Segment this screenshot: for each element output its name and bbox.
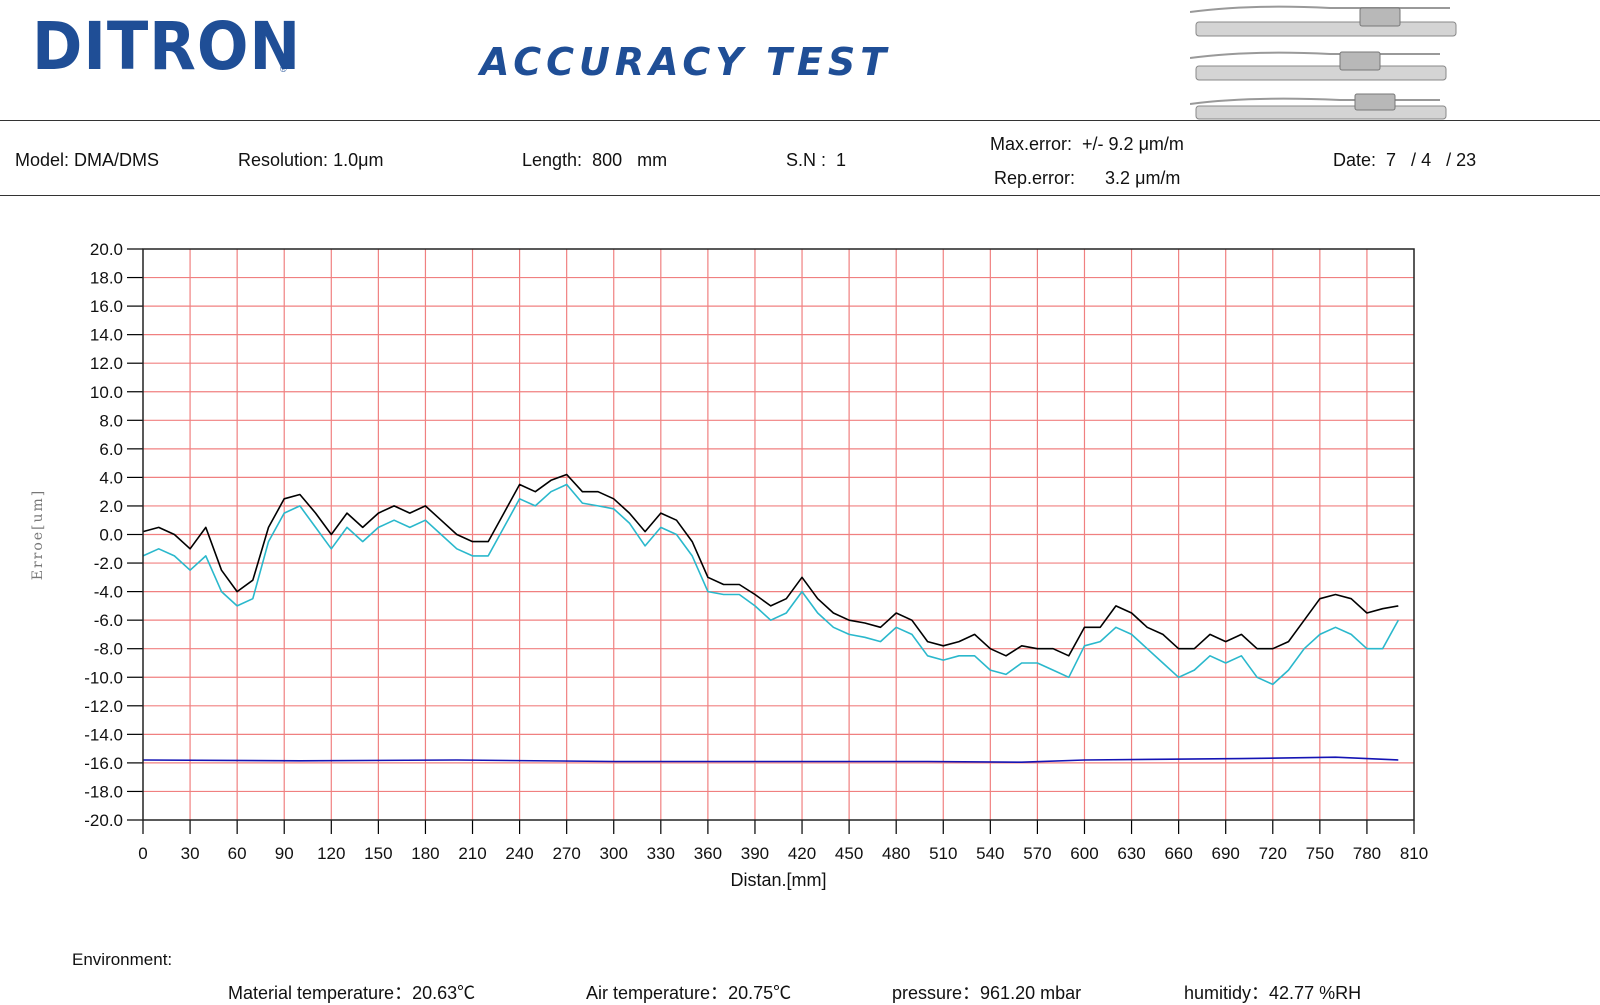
material-temperature: Material temperature：20.63℃	[228, 983, 476, 1003]
x-tick-label: 330	[647, 844, 675, 863]
x-tick-label: 0	[138, 844, 147, 863]
y-tick-label: -12.0	[84, 697, 123, 716]
x-tick-label: 450	[835, 844, 863, 863]
y-tick-label: -4.0	[94, 583, 123, 602]
y-tick-label: 6.0	[99, 440, 123, 459]
accuracy-chart: 20.0 18.0 16.0 14.0 12.0 10.0 8.0 6.0 4.0 2.0 0.0 -…	[30, 240, 1428, 890]
plot-frame	[142, 248, 1415, 821]
x-tick-label: 540	[976, 844, 1004, 863]
y-tick-label: -8.0	[94, 640, 123, 659]
x-tick-label: 180	[411, 844, 439, 863]
x-tick-label: 30	[181, 844, 200, 863]
y-tick-label: 20.0	[90, 240, 123, 259]
x-tick-label: 240	[505, 844, 533, 863]
x-tick-label: 90	[275, 844, 294, 863]
x-tick-label: 630	[1117, 844, 1145, 863]
y-tick-label: -2.0	[94, 554, 123, 573]
page-title: ACCURACY TEST	[480, 40, 892, 84]
model-field: Model: DMA/DMS	[15, 150, 160, 170]
x-tick-label: 420	[788, 844, 816, 863]
chart-series	[142, 473, 1400, 764]
rep-error-field: Rep.error: 3.2 μm/m	[994, 168, 1181, 188]
date-field: Date: 7 / 4 / 23	[1333, 150, 1477, 170]
x-tick-label: 300	[600, 844, 628, 863]
length-field: Length: 800 mm	[522, 150, 668, 170]
chart-labels: 20.0 18.0 16.0 14.0 12.0 10.0 8.0 6.0 4.0 2.0 0.0 -…	[30, 240, 1428, 890]
y-tick-label: 18.0	[90, 269, 123, 288]
x-tick-label: 600	[1070, 844, 1098, 863]
y-tick-label: 8.0	[99, 411, 123, 430]
x-tick-label: 690	[1212, 844, 1240, 863]
x-tick-label: 660	[1164, 844, 1192, 863]
chart-grid	[143, 249, 1414, 820]
series-1-line	[142, 473, 1399, 657]
x-tick-label: 360	[694, 844, 722, 863]
x-tick-label: 390	[741, 844, 769, 863]
sn-field: S.N : 1	[786, 150, 847, 170]
resolution-field: Resolution: 1.0μm	[238, 150, 384, 170]
x-tick-label: 150	[364, 844, 392, 863]
y-tick-label: 4.0	[99, 468, 123, 487]
humidity: humitidy：42.77 %RH	[1184, 983, 1362, 1003]
x-tick-label: 210	[458, 844, 486, 863]
x-tick-label: 780	[1353, 844, 1381, 863]
x-tick-label: 480	[882, 844, 910, 863]
pressure: pressure：961.20 mbar	[892, 983, 1082, 1003]
environment-title: Environment:	[72, 950, 173, 969]
air-temperature: Air temperature：20.75℃	[586, 983, 792, 1003]
registered-mark: ®	[280, 64, 287, 74]
y-tick-label: -14.0	[84, 725, 123, 744]
y-tick-label: 2.0	[99, 497, 123, 516]
series-3-line	[142, 756, 1399, 764]
x-tick-label: 570	[1023, 844, 1051, 863]
y-tick-label: -16.0	[84, 754, 123, 773]
y-tick-label: 0.0	[99, 526, 123, 545]
x-tick-label: 510	[929, 844, 957, 863]
header-divider	[0, 120, 1600, 121]
y-tick-label: 16.0	[90, 297, 123, 316]
chart-axes	[127, 248, 1415, 834]
x-tick-label: 810	[1400, 844, 1428, 863]
x-tick-label: 270	[552, 844, 580, 863]
x-tick-label: 120	[317, 844, 345, 863]
max-error-field: Max.error: +/- 9.2 μm/m	[990, 134, 1184, 154]
x-axis-label: Distan.[mm]	[730, 870, 826, 890]
y-tick-label: 12.0	[90, 354, 123, 373]
info-divider	[0, 195, 1600, 196]
ditron-logo: DITRON	[32, 8, 302, 85]
x-tick-label: 750	[1306, 844, 1334, 863]
linear-scale-product-image	[1190, 5, 1457, 120]
series-2-line	[142, 483, 1400, 686]
y-axis-label: Erroe[um]	[30, 489, 46, 581]
y-tick-label: 10.0	[90, 383, 123, 402]
y-tick-label: -10.0	[84, 668, 123, 687]
y-tick-label: -18.0	[84, 782, 123, 801]
x-tick-label: 720	[1259, 844, 1287, 863]
x-tick-label: 60	[228, 844, 247, 863]
y-tick-label: 14.0	[90, 326, 123, 345]
y-tick-label: -6.0	[94, 611, 123, 630]
y-tick-label: -20.0	[84, 811, 123, 830]
